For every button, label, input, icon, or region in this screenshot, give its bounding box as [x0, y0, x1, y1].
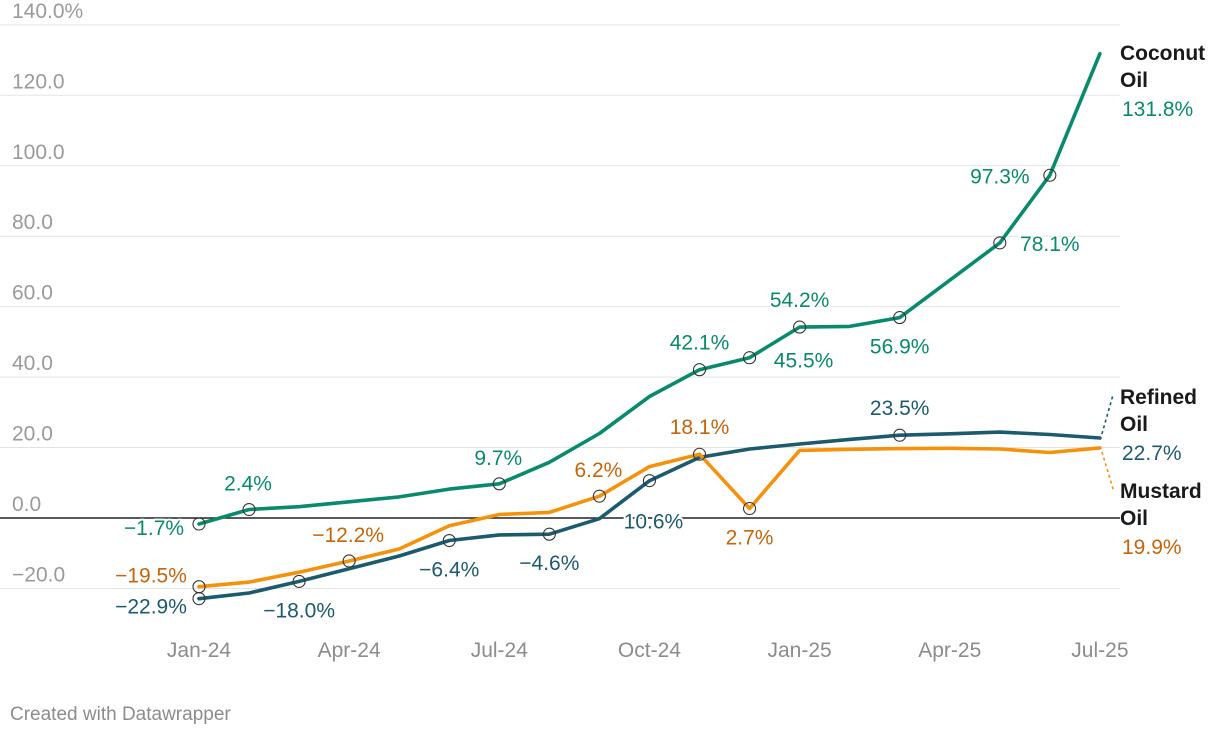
y-tick-label: 80.0 [12, 211, 53, 234]
refined-oil-value-label: −18.0% [263, 599, 335, 622]
refined-oil-line [197, 430, 1102, 601]
refined-oil-marker [442, 533, 456, 548]
refined-oil-value-label: 23.5% [870, 397, 930, 420]
y-tick-label: 20.0 [12, 423, 53, 446]
coconut-oil-marker [793, 320, 807, 334]
series-end-labels: Coconut Oil 131.8% Refined Oil 22.7% Mustard Oi… [1101, 42, 1205, 559]
coconut-oil-line [197, 51, 1102, 526]
line-chart: −20.0 0.0 20.0 40.0 60.0 80.0 100.0 120.0 140.0%… [0, 0, 1205, 662]
coconut-oil-value-label: 45.5% [774, 350, 834, 373]
mustard-oil-value-label: 6.2% [574, 459, 622, 482]
coconut-oil-value-label: 78.1% [1020, 233, 1080, 256]
refined-oil-value-label: −22.9% [115, 596, 187, 619]
refined-oil-value-label: −6.4% [419, 559, 479, 582]
mustard-oil-marker [592, 489, 606, 503]
refined-oil-connector [1101, 394, 1114, 435]
mustard-oil-marker [192, 580, 206, 594]
mustard-oil-end-value: 19.9% [1122, 536, 1182, 559]
coconut-oil-end-name: Coconut [1120, 42, 1205, 65]
y-axis-tick-labels: −20.0 0.0 20.0 40.0 60.0 80.0 100.0 120.0 140.0% [12, 0, 83, 586]
mustard-oil-value-label: 2.7% [726, 526, 774, 549]
chart-canvas: −20.0 0.0 20.0 40.0 60.0 80.0 100.0 120.0 140.0%… [0, 0, 1205, 662]
coconut-oil-marker [692, 363, 707, 377]
x-tick-label: Apr-25 [918, 639, 981, 662]
coconut-oil-marker [492, 477, 506, 491]
refined-oil-marker [292, 574, 306, 588]
y-tick-label: 100.0 [12, 141, 65, 164]
y-tick-label: 60.0 [12, 282, 53, 305]
coconut-oil-value-label: −1.7% [124, 517, 184, 540]
x-tick-label: Jul-24 [471, 639, 529, 662]
coconut-oil-value-label: 97.3% [970, 165, 1030, 188]
x-axis-tick-labels: Jan-24 Apr-24 Jul-24 Oct-24 Jan-25 Apr-25 Jul-… [167, 639, 1129, 662]
refined-oil-marker [642, 474, 657, 488]
gridlines [0, 24, 1120, 589]
x-tick-label: Jan-24 [167, 639, 232, 662]
y-tick-label: 120.0 [12, 70, 65, 93]
x-tick-label: Jul-25 [1071, 639, 1128, 662]
mustard-oil-value-label: −19.5% [115, 565, 187, 588]
coconut-oil-value-label: 42.1% [670, 332, 730, 355]
mustard-oil-line [197, 446, 1102, 589]
coconut-oil-value-label: 2.4% [224, 473, 272, 496]
refined-oil-marker [542, 527, 556, 541]
series-markers [192, 168, 1057, 606]
data-labels: −1.7% 2.4% 9.7% 42.1% 45.5% 54.2% 56.9% 78.1% 97… [113, 163, 1081, 624]
refined-oil-marker [893, 428, 907, 442]
refined-oil-value-label: 10.6% [624, 511, 684, 534]
mustard-oil-marker [342, 554, 356, 568]
datawrapper-credit: Created with Datawrapper [10, 704, 231, 725]
coconut-oil-marker [242, 502, 256, 517]
x-tick-label: Oct-24 [618, 639, 681, 662]
coconut-oil-value-label: 56.9% [870, 336, 930, 359]
y-tick-label: 140.0% [12, 0, 83, 23]
refined-oil-end-name: Oil [1120, 413, 1148, 436]
coconut-oil-marker [192, 517, 206, 531]
mustard-oil-end-name: Mustard [1120, 480, 1202, 503]
coconut-oil-value-label: 9.7% [474, 447, 522, 470]
refined-oil-end-value: 22.7% [1122, 442, 1182, 465]
refined-oil-end-name: Refined [1120, 386, 1197, 409]
coconut-oil-marker [893, 311, 907, 325]
mustard-oil-end-name: Oil [1120, 507, 1148, 530]
y-tick-label: 40.0 [12, 352, 53, 375]
coconut-oil-value-label: 54.2% [770, 289, 830, 312]
coconut-oil-marker [1043, 168, 1057, 182]
series-lines [197, 51, 1102, 601]
coconut-oil-marker [993, 236, 1007, 250]
y-tick-label: −20.0 [12, 563, 65, 586]
mustard-oil-value-label: 18.1% [670, 416, 730, 439]
coconut-oil-marker [742, 351, 757, 365]
refined-oil-value-label: −4.6% [519, 552, 579, 575]
x-tick-label: Apr-24 [318, 639, 381, 662]
mustard-oil-marker [742, 501, 757, 516]
coconut-oil-end-value: 131.8% [1122, 98, 1193, 121]
mustard-oil-marker [692, 447, 707, 461]
mustard-oil-connector [1101, 451, 1115, 493]
y-tick-label: 0.0 [12, 493, 41, 516]
mustard-oil-value-label: −12.2% [312, 524, 384, 547]
coconut-oil-end-name: Oil [1120, 69, 1148, 92]
x-tick-label: Jan-25 [767, 639, 831, 662]
